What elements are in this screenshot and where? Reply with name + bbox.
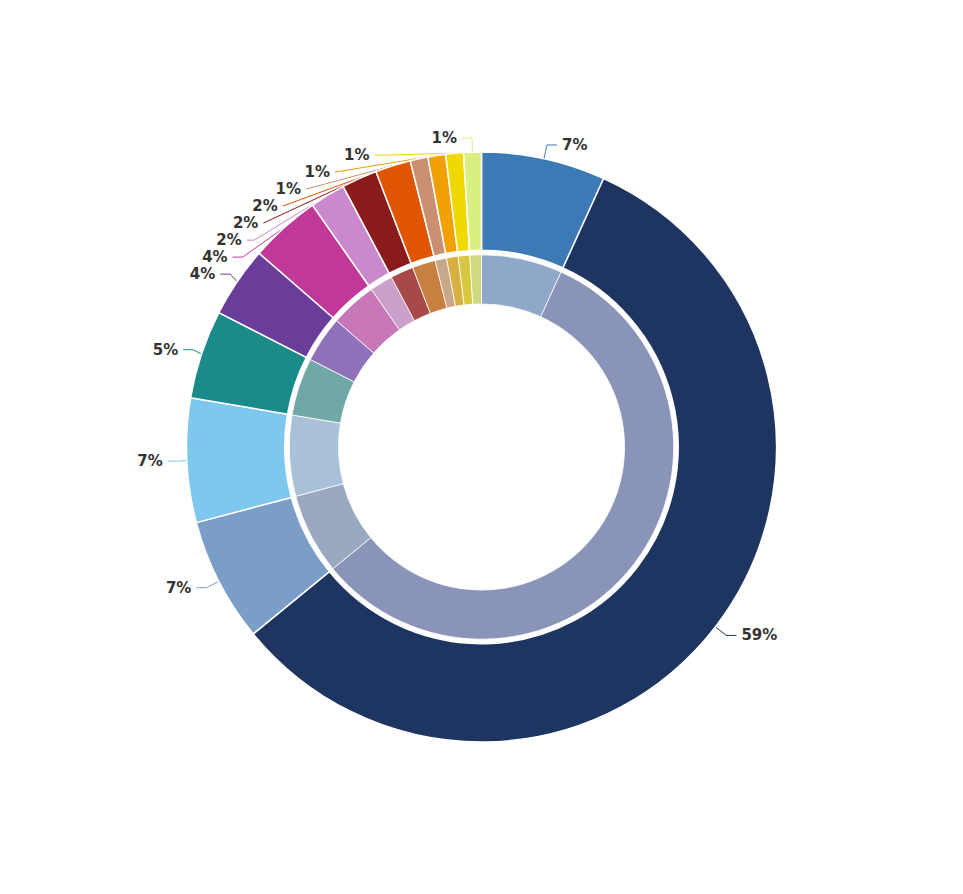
svg-text:7%: 7% <box>562 136 587 154</box>
svg-text:7%: 7% <box>137 452 162 470</box>
svg-text:1%: 1% <box>432 129 457 147</box>
svg-text:4%: 4% <box>202 248 227 266</box>
svg-text:5%: 5% <box>153 341 178 359</box>
svg-text:59%: 59% <box>741 626 777 644</box>
svg-text:2%: 2% <box>216 231 241 249</box>
svg-text:4%: 4% <box>190 265 215 283</box>
svg-text:2%: 2% <box>252 197 277 215</box>
svg-text:7%: 7% <box>166 579 191 597</box>
svg-text:1%: 1% <box>344 146 369 164</box>
svg-text:1%: 1% <box>305 163 330 181</box>
svg-text:1%: 1% <box>276 180 301 198</box>
svg-text:2%: 2% <box>233 214 258 232</box>
